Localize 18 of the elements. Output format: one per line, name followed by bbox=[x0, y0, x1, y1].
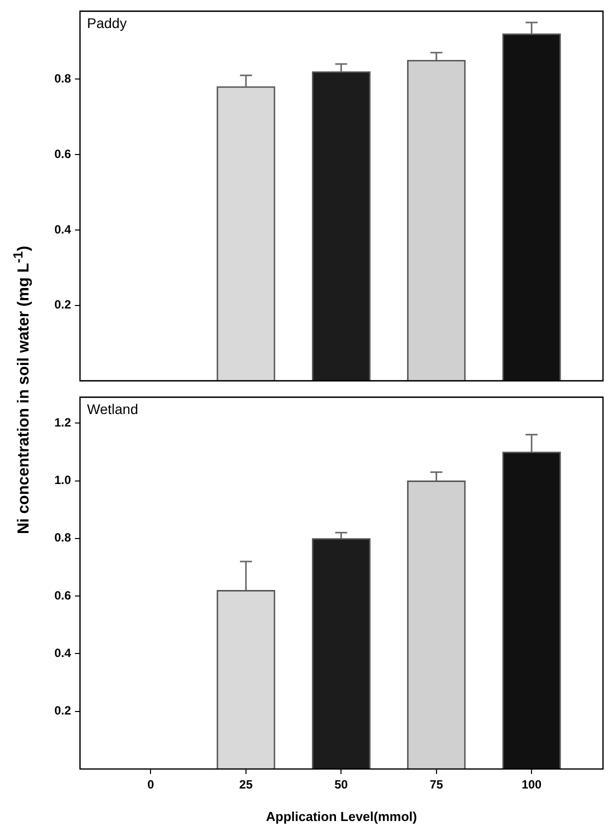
x-tick-label: 100 bbox=[522, 778, 542, 792]
y-tick-label: 0.8 bbox=[54, 530, 72, 545]
y-tick-label: 0.6 bbox=[54, 146, 72, 161]
y-tick-label: 0.6 bbox=[54, 588, 72, 602]
annotation: Wetland bbox=[87, 401, 138, 418]
y-tick-label: 0.8 bbox=[54, 71, 72, 86]
y-tick-label: 1.2 bbox=[54, 415, 72, 430]
y-tick-label: 0.4 bbox=[54, 222, 72, 236]
x-axis-title: Application Level(mmol) bbox=[266, 808, 417, 824]
x-tick-label: 0 bbox=[147, 778, 154, 792]
annotation: Paddy bbox=[87, 15, 127, 32]
y-tick-label: 0.4 bbox=[54, 646, 72, 660]
y-tick-label: 0.2 bbox=[54, 704, 72, 718]
y-tick-label: 0.2 bbox=[54, 298, 72, 312]
x-tick-label: 25 bbox=[239, 778, 253, 792]
x-tick-label: 75 bbox=[430, 778, 444, 792]
y-tick-label: 1.0 bbox=[54, 473, 72, 488]
x-tick-label: 50 bbox=[334, 778, 348, 792]
